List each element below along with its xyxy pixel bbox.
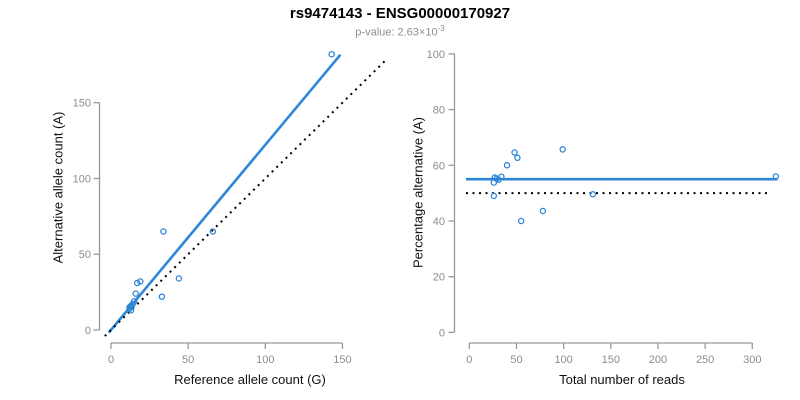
plot-subtitle: p-value: 2.63×10-3 — [0, 24, 800, 39]
pvalue-text: p-value: 2.63×10 — [355, 26, 438, 39]
data-point — [514, 154, 521, 162]
y-tick-label: 50 — [79, 249, 91, 261]
data-point — [209, 228, 217, 235]
y-tick-label: 40 — [433, 216, 445, 228]
identity-line — [104, 58, 388, 337]
x-tick-label: 200 — [649, 354, 667, 366]
data-point — [539, 207, 547, 215]
y-tick-label: 0 — [439, 327, 445, 339]
x-tick-label: 300 — [743, 354, 761, 366]
y-tick-label: 20 — [433, 272, 445, 284]
data-point — [133, 279, 141, 287]
pvalue-exponent: -3 — [437, 24, 445, 33]
data-point — [589, 191, 597, 198]
data-point — [503, 162, 511, 169]
data-point — [517, 217, 525, 225]
x-tick-label: 250 — [696, 354, 714, 366]
data-point — [559, 146, 566, 153]
data-point — [137, 278, 144, 285]
data-point — [160, 228, 167, 235]
data-point — [158, 293, 166, 300]
data-point — [490, 192, 498, 200]
x-tick-label: 0 — [466, 354, 472, 366]
x-tick-label: 100 — [256, 354, 274, 366]
data-point — [328, 50, 335, 58]
data-point — [490, 179, 498, 186]
y-tick-label: 100 — [73, 173, 91, 185]
fit-line — [107, 53, 342, 334]
plot-title: rs9474143 - ENSG00000170927 — [289, 5, 511, 22]
x-tick-label: 150 — [333, 354, 351, 366]
x-tick-label: 100 — [554, 354, 572, 366]
data-point — [175, 275, 183, 282]
y-tick-label: 60 — [433, 160, 445, 172]
data-point — [132, 290, 139, 297]
x-tick-label: 50 — [510, 354, 522, 366]
data-point — [127, 307, 135, 314]
left-plot-x-axis-label: Reference allele count (G) — [174, 372, 326, 387]
y-tick-label: 100 — [427, 49, 445, 61]
x-tick-label: 0 — [108, 354, 114, 366]
data-point — [511, 149, 518, 156]
data-point — [126, 305, 133, 313]
right-plot-x-axis-label: Total number of reads — [559, 372, 685, 387]
data-point — [772, 173, 780, 180]
y-tick-label: 0 — [85, 325, 91, 337]
x-tick-label: 50 — [182, 354, 194, 366]
y-tick-label: 80 — [433, 105, 445, 117]
y-tick-label: 150 — [73, 98, 91, 110]
x-tick-label: 150 — [602, 354, 620, 366]
